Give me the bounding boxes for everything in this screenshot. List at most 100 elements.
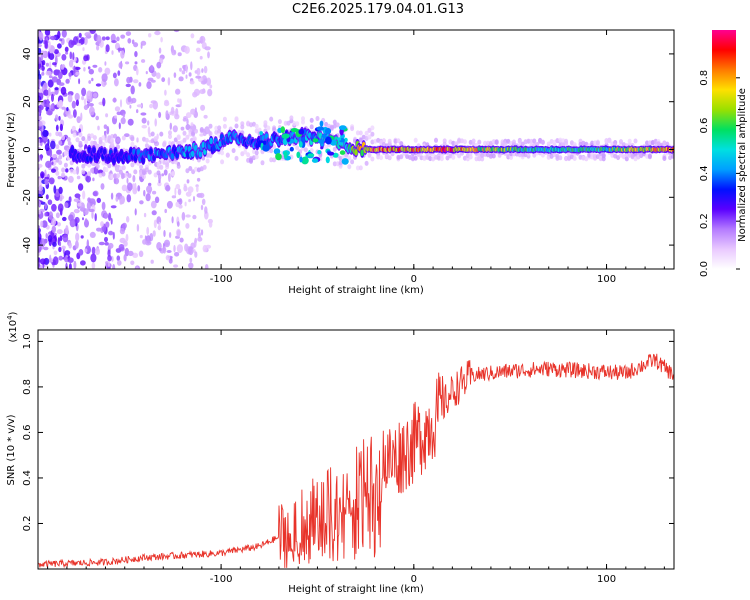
spectrogram-speckle <box>48 52 55 61</box>
colorbar-gradient <box>712 30 736 269</box>
spectrogram-halo <box>87 171 92 177</box>
spectrogram-speckle <box>78 32 82 38</box>
spectrogram-halo <box>549 153 554 159</box>
spectrogram-halo <box>220 159 225 165</box>
spectrogram-halo <box>179 140 184 146</box>
spectrogram-halo <box>220 150 225 156</box>
spectrogram-speckle <box>112 231 115 240</box>
spectrogram-speckle <box>73 65 76 74</box>
spectrogram-burst <box>337 137 342 141</box>
spectrogram-halo <box>116 173 120 179</box>
spectrogram-halo <box>272 157 277 163</box>
spectrogram-speckle <box>40 171 45 179</box>
spectrogram-speckle <box>120 117 126 125</box>
spectrogram-speckle <box>52 256 59 266</box>
spectrogram-halo <box>367 134 372 140</box>
spectrogram-speckle <box>127 182 133 191</box>
spectrogram-halo <box>58 140 63 146</box>
spectrogram-speckle <box>134 51 138 58</box>
spectrogram-speckle <box>184 46 190 54</box>
spectrogram-speckle <box>64 46 69 53</box>
spectrogram-speckle <box>75 232 80 242</box>
spectrogram-speckle <box>74 216 80 224</box>
spectrogram-halo <box>55 157 60 163</box>
spectrogram-speckle <box>58 246 62 253</box>
spectrogram-speckle <box>132 79 139 84</box>
spectrogram-speckle <box>74 92 80 102</box>
spectrogram-speckle <box>209 84 213 89</box>
spectrogram-halo <box>379 155 384 161</box>
spectrogram-halo <box>156 161 161 167</box>
figure-title: C2E6.2025.179.04.01.G13 <box>292 2 464 17</box>
spectrogram-speckle <box>141 124 148 129</box>
spectrogram-halo <box>63 162 68 168</box>
spectrogram-speckle <box>200 229 204 236</box>
spectrogram-halo <box>130 136 135 142</box>
spectrogram-speckle <box>188 72 192 77</box>
spectrogram-halo <box>55 144 60 150</box>
spectrogram-halo <box>370 131 375 137</box>
spectrogram-speckle <box>95 115 99 121</box>
spectrogram-speckle <box>44 40 48 49</box>
spectrogram-burst <box>283 151 288 159</box>
spectrogram-speckle <box>48 132 52 137</box>
spectrogram-speckle <box>67 257 74 264</box>
spectrogram-burst <box>312 138 319 143</box>
spectrogram-halo <box>66 137 71 142</box>
spectrogram-speckle <box>143 189 146 197</box>
spectrogram-speckle <box>77 202 82 207</box>
spectrogram-speckle <box>39 138 44 143</box>
spectrogram-speckle <box>116 111 122 116</box>
spectrogram-speckle <box>136 104 143 108</box>
spectrogram-speckle <box>120 49 125 59</box>
colorbar-tick-label: 0.4 <box>699 165 710 181</box>
spectrogram-halo <box>61 167 66 173</box>
snr-y-tick-label: 0.6 <box>22 424 33 440</box>
spectrogram-speckle <box>139 234 143 239</box>
spectrogram-speckle <box>190 33 195 39</box>
spectrogram-burst <box>327 151 335 156</box>
spectrogram-halo <box>558 155 563 161</box>
spectrogram-speckle <box>131 97 137 104</box>
spectrogram-speckle <box>47 199 53 205</box>
spectrogram-speckle <box>53 185 57 194</box>
spectrogram-speckle <box>181 70 186 75</box>
spectrogram-speckle <box>196 67 201 76</box>
spectrogram-speckle <box>137 185 141 192</box>
spectrogram-halo <box>156 170 161 176</box>
colorbar-tick-label: 0.0 <box>699 261 710 277</box>
spectrogram-speckle <box>117 260 122 266</box>
spectrogram-speckle <box>171 49 177 56</box>
spectrogram-halo <box>396 138 401 144</box>
spectrogram-speckle <box>141 59 146 63</box>
spectrogram-speckle <box>96 227 102 232</box>
spectrogram-speckle <box>51 218 56 226</box>
spectrogram-speckle <box>91 77 94 82</box>
spectrogram-speckle <box>126 177 129 184</box>
spectrogram-halo <box>572 156 577 161</box>
spectrogram-speckle <box>166 200 173 209</box>
spectrogram-speckle <box>84 32 91 37</box>
spectrogram-halo <box>254 123 259 129</box>
spectrogram-speckle <box>65 78 70 84</box>
spectrogram-x-tick-label: -100 <box>210 274 233 285</box>
spectrogram-speckle <box>88 80 92 84</box>
spectrogram-speckle <box>107 255 112 262</box>
spectrogram-speckle <box>120 34 126 39</box>
spectrogram-halo <box>168 134 172 140</box>
spectrogram-speckle <box>57 30 61 39</box>
spectrogram-speckle <box>41 60 46 66</box>
spectrogram-speckle <box>87 197 91 203</box>
spectrogram-speckle <box>49 61 52 70</box>
spectrogram-halo <box>358 165 363 171</box>
spectrogram-speckle <box>112 97 117 103</box>
spectrogram-ridge-core <box>102 148 107 155</box>
spectrogram-speckle <box>76 43 82 47</box>
spectrogram-speckle <box>92 64 98 68</box>
spectrogram-speckle <box>135 266 139 269</box>
spectrogram-halo <box>462 139 467 145</box>
spectrogram-speckle <box>201 156 206 161</box>
spectrogram-y-tick-label: 40 <box>22 48 33 61</box>
spectrogram-halo <box>532 138 537 144</box>
